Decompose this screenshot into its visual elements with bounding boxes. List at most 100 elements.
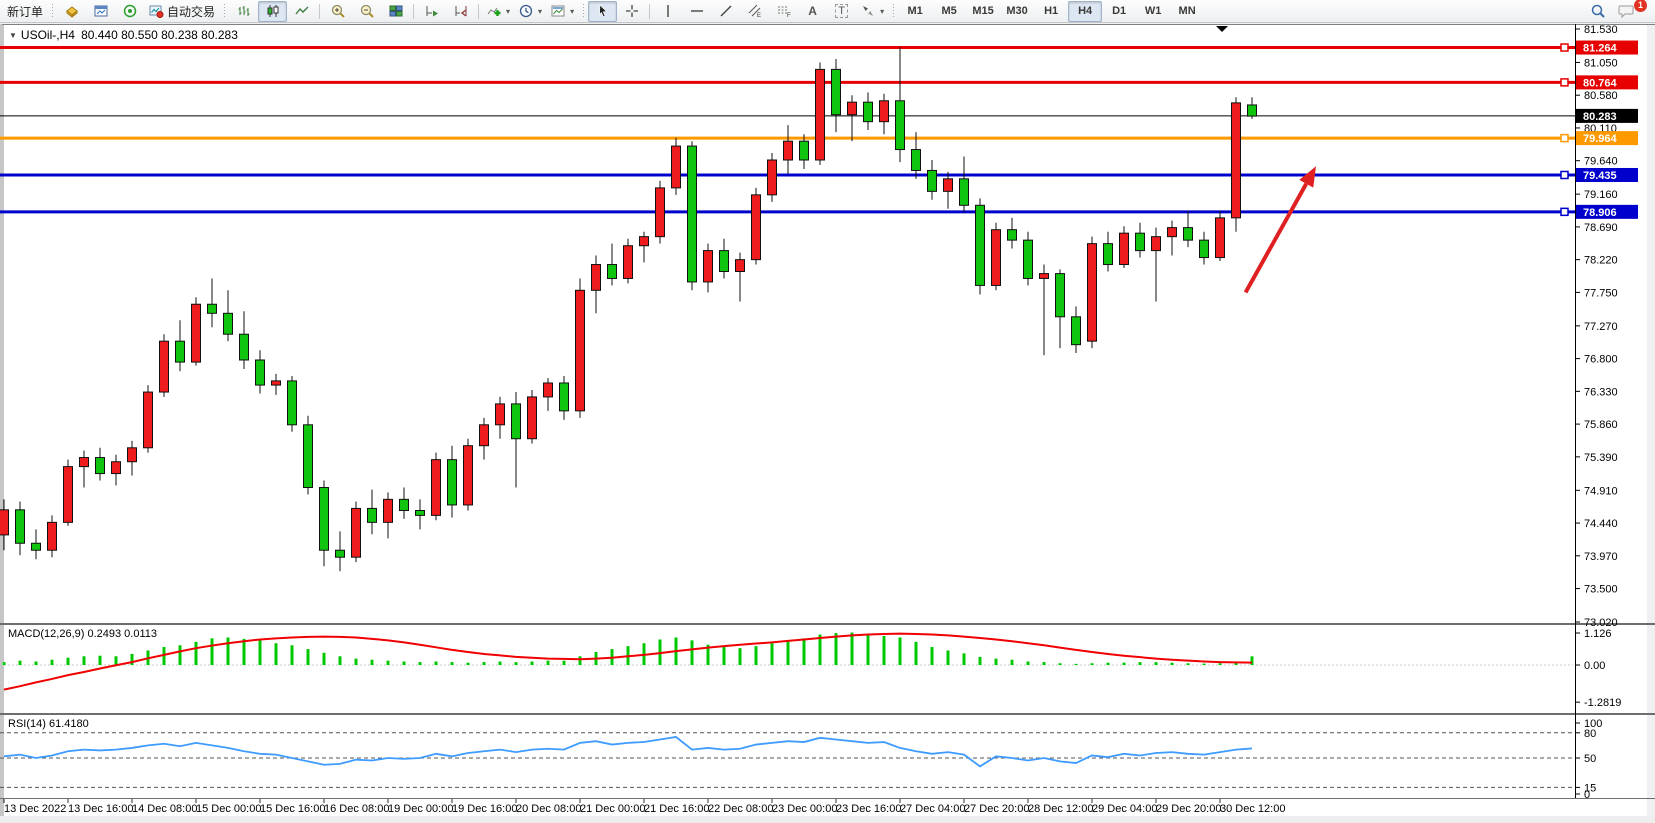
svg-text:19 Dec 00:00: 19 Dec 00:00 [388, 803, 453, 815]
svg-text:75.390: 75.390 [1584, 452, 1618, 464]
candle-body [143, 391, 153, 449]
svg-text:74.910: 74.910 [1584, 485, 1618, 497]
panel-separator[interactable] [0, 623, 1655, 625]
candle-body [319, 487, 329, 551]
line-handle[interactable] [1560, 133, 1569, 143]
templates-button[interactable]: ▾ [546, 1, 578, 22]
svg-text:50: 50 [1584, 753, 1596, 765]
line-handle[interactable] [1560, 207, 1569, 217]
shapes-arrows-icon [863, 6, 874, 16]
svg-text:81.264: 81.264 [1583, 43, 1618, 55]
svg-text:27 Dec 20:00: 27 Dec 20:00 [964, 803, 1029, 815]
periods-button[interactable]: ▾ [514, 1, 546, 22]
label-tool-button[interactable]: T [827, 1, 856, 22]
timeframe-d1-button[interactable]: D1 [1112, 5, 1127, 17]
line-handle[interactable] [1560, 78, 1569, 87]
rsi-indicator-label: RSI(14) 61.4180 [8, 718, 89, 730]
candle-body [655, 187, 665, 238]
chat-bubble-icon [1618, 5, 1634, 19]
search-button[interactable] [1583, 1, 1612, 22]
crosshair-icon [625, 5, 638, 17]
candle-body [1023, 239, 1033, 279]
trend-arrow[interactable] [1243, 166, 1316, 294]
bar-chart-mode-button[interactable] [229, 1, 258, 22]
dropdown-arrow-icon: ▾ [538, 6, 543, 16]
timeframe-w1-button[interactable]: W1 [1144, 5, 1162, 17]
candle-body [1055, 273, 1065, 318]
signals-button[interactable] [115, 1, 144, 22]
price-badge: 78.906 [1576, 204, 1638, 219]
chart-window-button[interactable] [86, 1, 115, 22]
cursor-tool-button[interactable] [588, 0, 618, 22]
candle-body [975, 204, 985, 286]
vertical-line-tool-button[interactable] [653, 1, 682, 22]
window-left-border [0, 24, 2, 816]
dropdown-arrow-icon: ▾ [506, 6, 511, 16]
svg-text:21 Dec 16:00: 21 Dec 16:00 [644, 803, 709, 815]
candle-body [1135, 232, 1145, 252]
trendline-tool-button[interactable] [711, 1, 740, 22]
autotrading-label: 自动交易 [167, 4, 216, 19]
shapes-tool-button[interactable]: ▾ [856, 1, 888, 22]
chart-shift-button[interactable] [446, 1, 475, 22]
svg-text:23 Dec 16:00: 23 Dec 16:00 [836, 803, 901, 815]
price-axis[interactable]: 81.53081.05080.58080.11079.64079.16078.6… [1575, 24, 1618, 629]
candle-body [415, 510, 425, 516]
line-handle[interactable] [1560, 43, 1569, 52]
timeframe-m5-button[interactable]: M5 [941, 5, 957, 17]
auto-scroll-button[interactable] [417, 1, 446, 22]
panel-separator[interactable] [0, 713, 1655, 715]
indicators-button[interactable]: ▾ [482, 1, 514, 22]
candle-body [623, 245, 633, 279]
candle-body [767, 159, 777, 196]
line-chart-mode-button[interactable] [287, 1, 316, 22]
fibonacci-tool-button[interactable]: F [769, 1, 798, 22]
svg-text:73.500: 73.500 [1584, 584, 1618, 596]
right-margin [1647, 24, 1655, 816]
zoom-out-button[interactable] [352, 1, 381, 22]
timeframe-m15-button[interactable]: M15 [972, 5, 994, 17]
timeframe-h1-button[interactable]: H1 [1044, 5, 1059, 17]
chart-background [0, 24, 1655, 816]
line-handle[interactable] [1560, 170, 1569, 180]
svg-text:74.440: 74.440 [1584, 518, 1618, 530]
zoom-in-button[interactable] [323, 1, 352, 22]
candle-body [79, 457, 89, 468]
timeframe-h4-button[interactable]: H4 [1068, 0, 1103, 22]
candle-body [639, 236, 649, 247]
timeframe-m1-button[interactable]: M1 [907, 5, 923, 17]
horizontal-line-tool-button[interactable] [682, 1, 711, 22]
candle-body [1039, 273, 1049, 279]
tile-windows-button[interactable] [381, 1, 410, 22]
candlestick-mode-button[interactable] [258, 0, 288, 22]
bottom-margin [0, 816, 1655, 823]
timeframe-m30-button[interactable]: M30 [1006, 5, 1028, 17]
candle-body [719, 250, 729, 272]
crosshair-tool-button[interactable] [617, 1, 646, 22]
broadcast-icon [123, 4, 136, 18]
trendline-icon [720, 5, 732, 17]
market-watch-button[interactable] [57, 1, 86, 22]
svg-text:-1.2819: -1.2819 [1584, 697, 1621, 709]
notifications-button[interactable]: 1 [1612, 0, 1647, 22]
text-tool-button[interactable]: A [798, 1, 827, 22]
svg-text:76.330: 76.330 [1584, 386, 1618, 398]
candle-body [255, 359, 265, 386]
svg-text:80.580: 80.580 [1584, 90, 1618, 102]
toolbar-grip [581, 3, 586, 19]
channel-tool-button[interactable]: E [740, 1, 769, 22]
time-axis-border [0, 798, 1655, 799]
new-order-button[interactable]: 新订单 [3, 1, 47, 22]
rsi-line [3, 736, 1253, 768]
template-icon [551, 5, 565, 17]
autotrading-button[interactable]: 自动交易 [144, 1, 219, 22]
macd-axis[interactable]: 1.126 0.00 -1.2819 [1575, 628, 1621, 709]
timeframe-mn-button[interactable]: MN [1178, 5, 1196, 17]
candle-body [1103, 243, 1113, 266]
candle-body [1167, 227, 1177, 238]
svg-text:80: 80 [1584, 728, 1596, 740]
vertical-line-icon [666, 5, 669, 17]
